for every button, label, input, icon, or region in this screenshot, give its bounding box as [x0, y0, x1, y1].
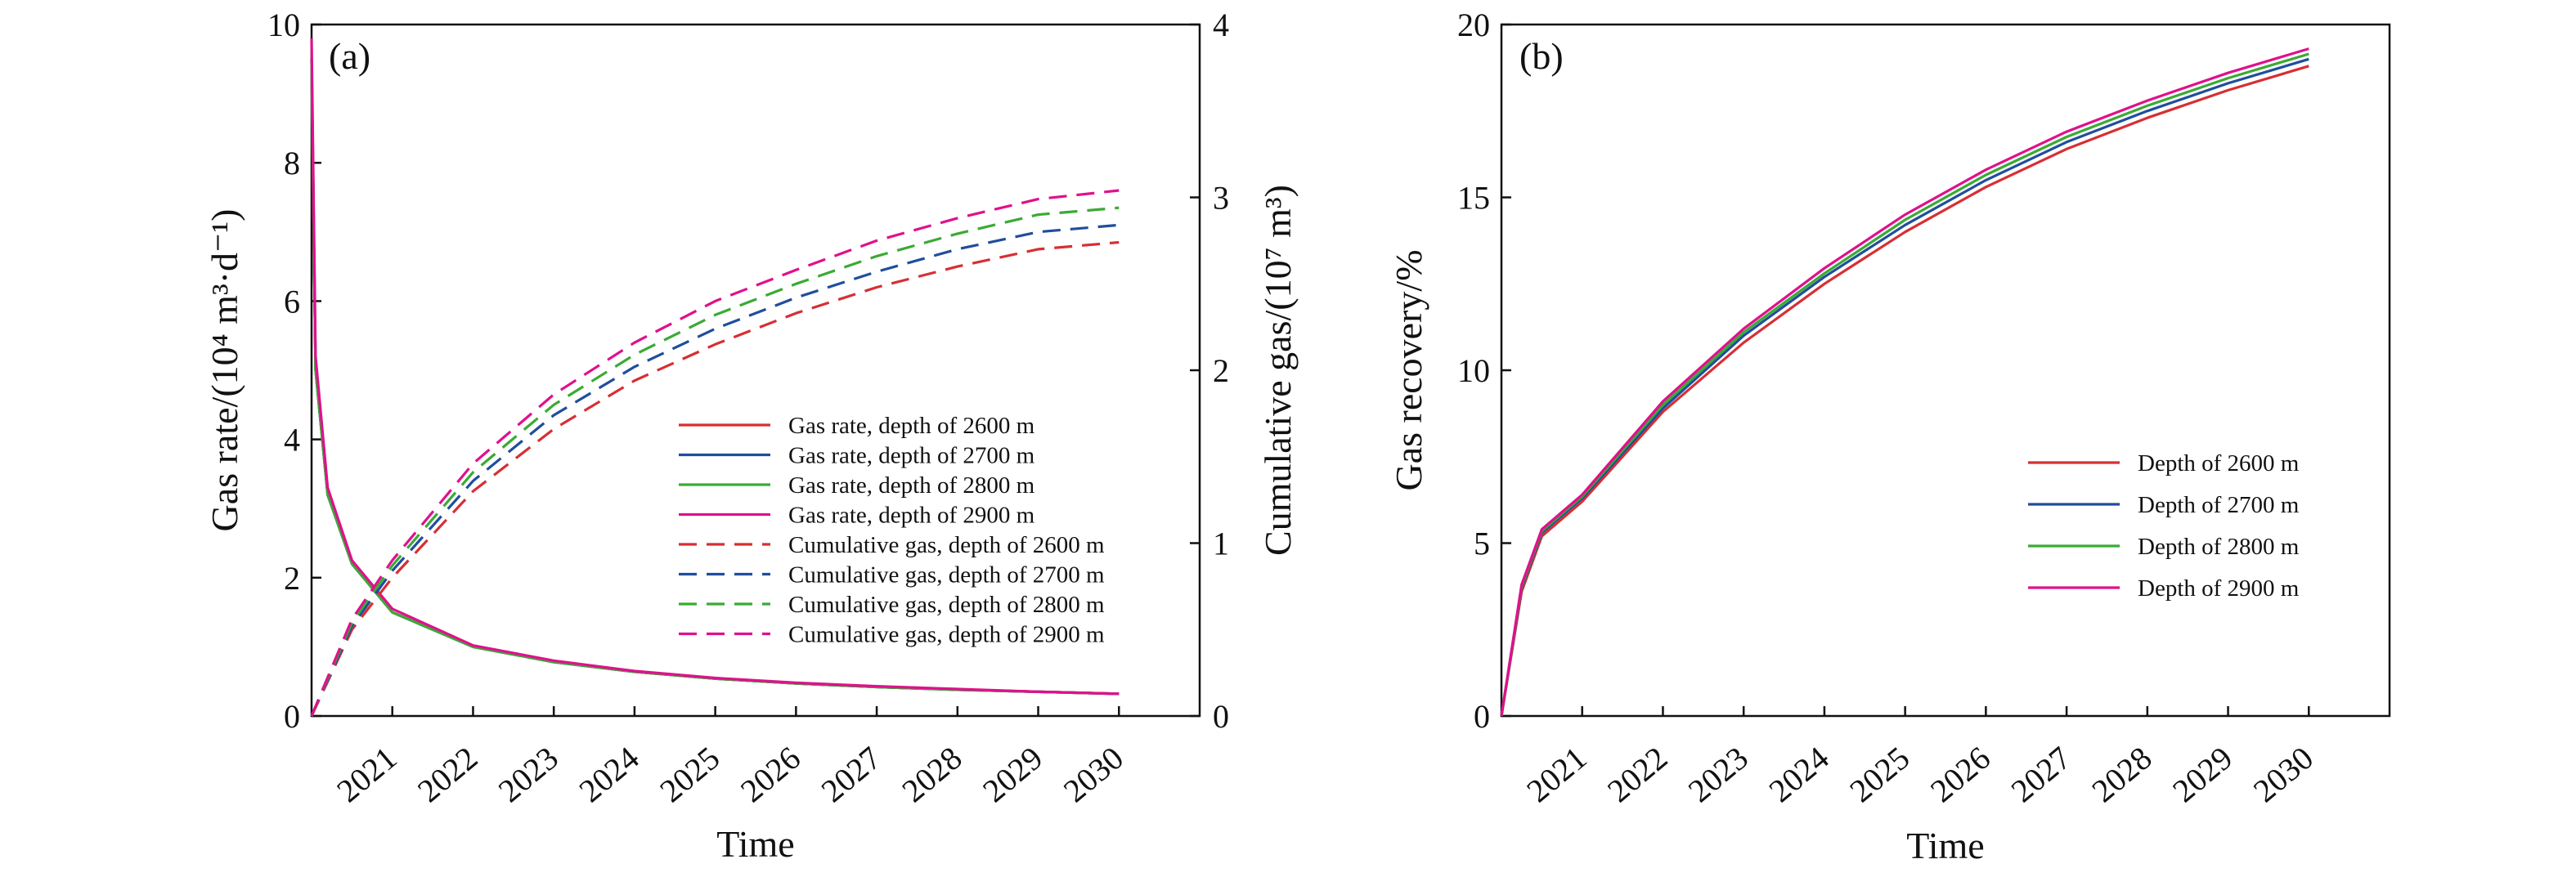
x-tick-label: 2029: [976, 739, 1049, 809]
panel-a-right-y-axis-label: Cumulative gas/(10⁷ m³): [1257, 185, 1299, 556]
x-tick-label: 2028: [2085, 739, 2158, 809]
series-line-5: [310, 240, 1120, 717]
series-line-4: [310, 38, 1120, 696]
x-tick-label: 2027: [815, 739, 888, 809]
right-y-tick-label: 1: [1213, 526, 1229, 562]
x-tick-label: 2024: [572, 739, 645, 809]
right-y-tick-label: 2: [1213, 352, 1229, 389]
x-tick-label: 2025: [1842, 739, 1916, 809]
right-y-tick-label: 4: [1213, 7, 1229, 43]
legend-label-6: Cumulative gas, depth of 2700 m: [788, 562, 1105, 588]
y-tick-label: 8: [284, 145, 300, 181]
x-tick-label: 2029: [2165, 739, 2239, 809]
panel-b-series-group: [1500, 47, 2309, 717]
legend-label-3: Depth of 2800 m: [2138, 534, 2300, 560]
series-line-6: [310, 223, 1120, 717]
x-tick-label: 2025: [653, 739, 726, 809]
legend-label-8: Cumulative gas, depth of 2900 m: [788, 622, 1105, 648]
panel-b-x-axis-label: Time: [1906, 825, 1984, 866]
x-tick-label: 2026: [734, 739, 807, 809]
panel-b-y-axis-label: Gas recovery/%: [1388, 249, 1429, 490]
y-tick-label: 0: [284, 698, 300, 735]
panel-a-legend: Gas rate, depth of 2600 m Gas rate, depth…: [679, 413, 1105, 648]
x-tick-label: 2030: [1057, 739, 1130, 809]
series-line-7: [310, 206, 1120, 717]
panel-a-chart: 2021 2022 2023 2024 2025 2026 2027 2028 2029 2030…: [204, 7, 1299, 865]
series-line-3: [1500, 52, 2309, 717]
x-tick-label: 2021: [330, 739, 403, 809]
y-tick-label: 6: [284, 283, 300, 320]
panel-a-label: (a): [329, 35, 370, 77]
panel-b-x-axis: 2021 2022 2023 2024 2025 2026 2027 2028 2029 2030: [1519, 706, 2320, 809]
panel-b-legend: Depth of 2600 m Depth of 2700 m Depth of 2…: [2028, 450, 2300, 602]
panel-b-plot-frame: [1500, 23, 2391, 718]
x-tick-label: 2023: [1681, 739, 1755, 809]
y-tick-label: 5: [1474, 526, 1490, 562]
x-tick-label: 2027: [2004, 739, 2078, 809]
y-tick-label: 0: [1474, 698, 1490, 735]
y-tick-label: 10: [267, 7, 300, 43]
panel-a-right-y-axis: 0 1 2 3 4: [1190, 7, 1229, 735]
legend-label-1: Gas rate, depth of 2600 m: [788, 413, 1035, 439]
x-tick-label: 2021: [1519, 739, 1593, 809]
panel-a-y-axis-label: Gas rate/(10⁴ m³·d⁻¹): [204, 209, 245, 532]
x-tick-label: 2024: [1761, 739, 1835, 809]
panel-a-x-axis: 2021 2022 2023 2024 2025 2026 2027 2028 2029 2030: [330, 706, 1130, 809]
right-y-tick-label: 0: [1213, 698, 1229, 735]
x-tick-label: 2028: [895, 739, 968, 809]
panel-b-chart: 2021 2022 2023 2024 2025 2026 2027 2028 2029 2030…: [1388, 7, 2391, 866]
y-tick-label: 20: [1457, 7, 1490, 43]
x-tick-label: 2022: [1600, 739, 1674, 809]
series-line-4: [1500, 47, 2309, 717]
legend-label-2: Gas rate, depth of 2700 m: [788, 443, 1035, 469]
y-tick-label: 4: [284, 422, 300, 459]
y-tick-label: 15: [1457, 180, 1490, 217]
legend-label-3: Gas rate, depth of 2800 m: [788, 472, 1035, 499]
legend-label-4: Gas rate, depth of 2900 m: [788, 503, 1035, 529]
x-tick-label: 2022: [411, 739, 484, 809]
x-tick-label: 2030: [2246, 739, 2320, 809]
legend-label-7: Cumulative gas, depth of 2800 m: [788, 592, 1105, 618]
legend-label-4: Depth of 2900 m: [2138, 575, 2300, 602]
x-tick-label: 2023: [491, 739, 565, 809]
series-line-8: [310, 189, 1120, 717]
y-tick-label: 10: [1457, 352, 1490, 389]
series-line-1: [1500, 65, 2309, 717]
y-tick-label: 2: [284, 560, 300, 597]
legend-label-1: Depth of 2600 m: [2138, 450, 2300, 477]
legend-label-2: Depth of 2700 m: [2138, 492, 2300, 518]
right-y-tick-label: 3: [1213, 180, 1229, 217]
series-line-2: [1500, 57, 2309, 717]
x-tick-label: 2026: [1923, 739, 1997, 809]
panel-a-left-y-axis: 0 2 4 6 8 10: [267, 7, 321, 735]
panel-b-label: (b): [1519, 35, 1564, 77]
legend-label-5: Cumulative gas, depth of 2600 m: [788, 532, 1105, 558]
panel-b-y-axis: 0 5 10 15 20: [1457, 7, 1511, 735]
panel-a-series-group: [310, 38, 1120, 717]
panel-a-x-axis-label: Time: [716, 823, 794, 865]
